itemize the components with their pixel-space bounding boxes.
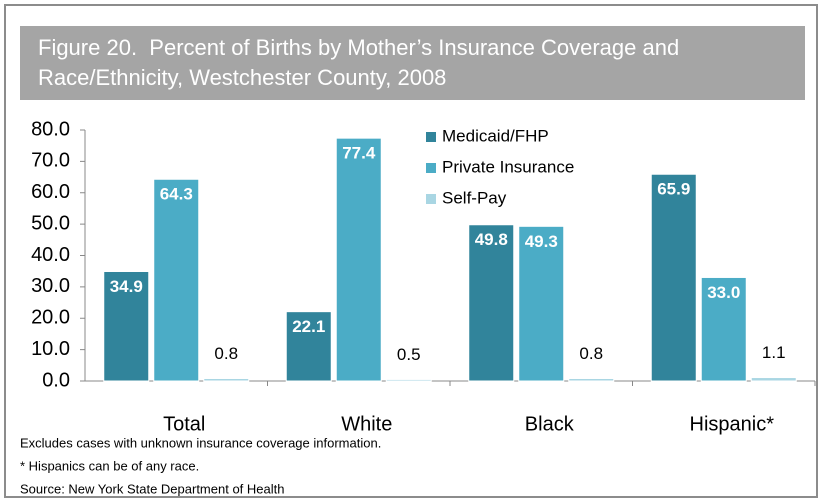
y-tick-label: 10.0 <box>31 338 70 360</box>
bar <box>285 311 332 382</box>
data-label: 49.8 <box>475 230 508 249</box>
y-tick-label: 0.0 <box>42 369 70 391</box>
footnote: Excludes cases with unknown insurance co… <box>20 435 381 450</box>
legend-label: Medicaid/FHP <box>442 126 549 145</box>
bar <box>153 178 200 382</box>
x-tick-label: Hispanic* <box>690 413 775 435</box>
data-label: 49.3 <box>525 232 558 251</box>
data-label: 22.1 <box>292 317 325 336</box>
legend-swatch <box>426 132 436 142</box>
y-tick-label: 20.0 <box>31 307 70 329</box>
bar <box>468 224 515 382</box>
data-label: 34.9 <box>110 277 143 296</box>
bar <box>650 173 697 382</box>
y-tick-label: 80.0 <box>31 118 70 140</box>
y-tick-label: 40.0 <box>31 244 70 266</box>
data-label: 77.4 <box>342 144 376 163</box>
bar <box>568 377 615 382</box>
y-tick-label: 70.0 <box>31 150 70 172</box>
data-label: 33.0 <box>707 283 740 302</box>
legend-label: Self-Pay <box>442 188 507 207</box>
legend-swatch <box>426 194 436 204</box>
x-tick-label: White <box>341 413 392 435</box>
footnote: Source: New York State Department of Hea… <box>20 481 284 496</box>
footnote: * Hispanics can be of any race. <box>20 458 199 473</box>
data-label: 1.1 <box>762 343 786 362</box>
bar <box>518 225 565 382</box>
y-tick-label: 50.0 <box>31 212 70 234</box>
data-label: 0.8 <box>579 344 603 363</box>
data-label: 0.5 <box>397 345 421 364</box>
y-tick-label: 60.0 <box>31 181 70 203</box>
x-tick-label: Total <box>163 413 205 435</box>
bar <box>103 271 150 382</box>
x-tick-label: Black <box>525 413 575 435</box>
data-label: 65.9 <box>657 180 690 199</box>
bar <box>385 378 432 382</box>
legend-swatch <box>426 163 436 173</box>
data-label: 64.3 <box>160 185 193 204</box>
chart-title: Figure 20. Percent of Births by Mother’s… <box>38 35 686 90</box>
title-box: Figure 20. Percent of Births by Mother’s… <box>20 26 805 100</box>
y-tick-label: 30.0 <box>31 275 70 297</box>
bar <box>700 276 747 382</box>
legend-label: Private Insurance <box>442 157 574 176</box>
bar <box>335 137 382 382</box>
bar <box>203 377 250 382</box>
data-label: 0.8 <box>214 344 238 363</box>
bar <box>750 377 797 382</box>
